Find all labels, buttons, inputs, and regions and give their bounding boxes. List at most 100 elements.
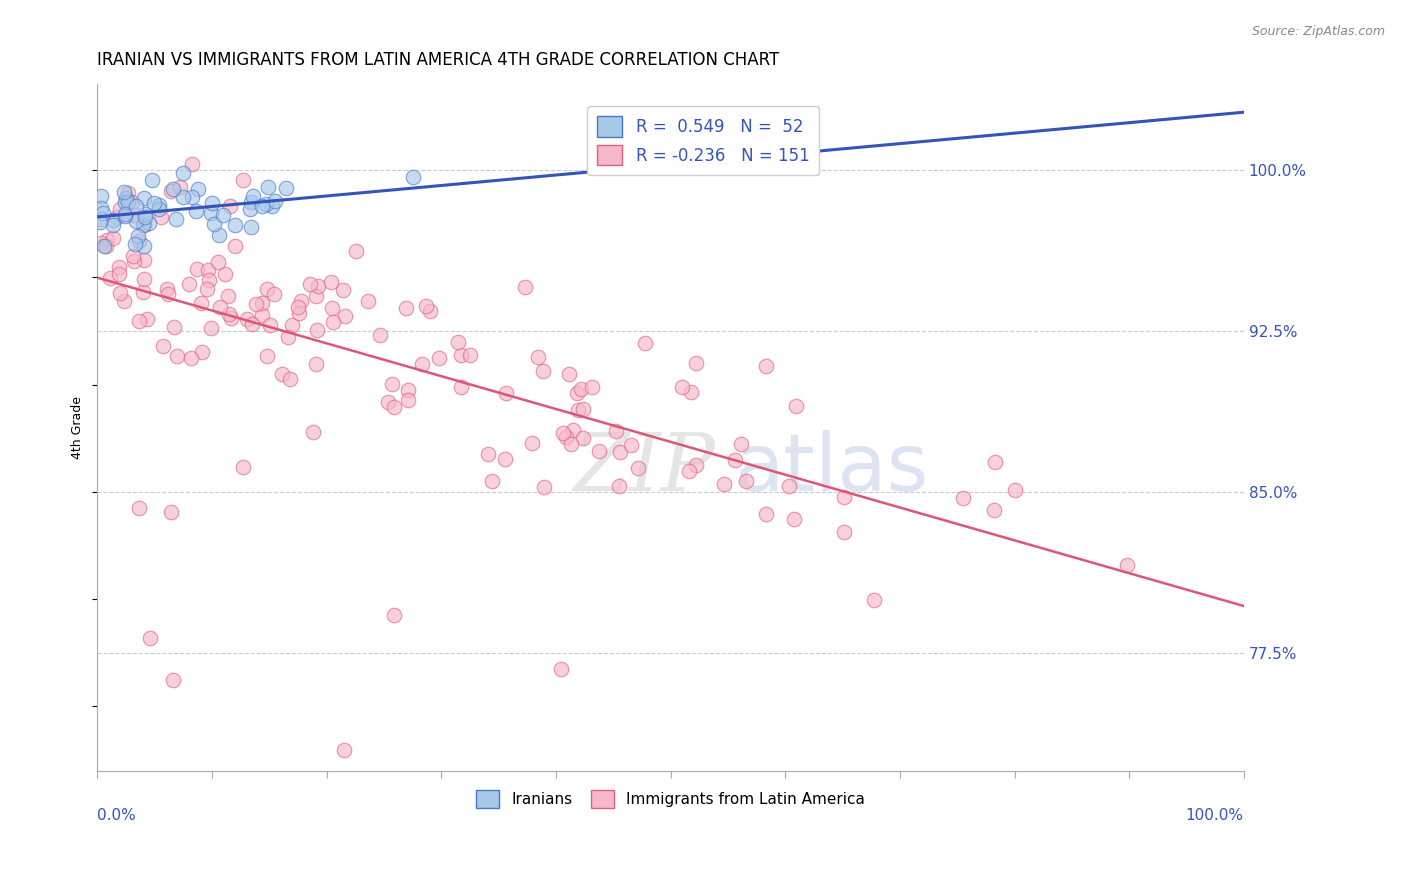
Point [107,210,129,224]
Point [180,351,202,365]
Point [533,480,555,494]
Point [134,191,156,205]
Point [588,443,610,458]
Text: IRANIAN VS IMMIGRANTS FROM LATIN AMERICA 4TH GRADE CORRELATION CHART: IRANIAN VS IMMIGRANTS FROM LATIN AMERICA… [97,51,780,69]
Point [232,459,254,474]
Point [93,239,115,253]
Point [427,351,450,366]
Point [685,458,707,472]
Point [832,490,855,504]
Text: 100.0%: 100.0% [1185,808,1244,823]
Point [396,392,419,407]
Point [101,213,124,227]
Point [333,309,356,323]
Point [256,349,278,363]
Point [143,196,166,211]
Y-axis label: 4th Grade: 4th Grade [72,396,84,458]
Point [134,210,156,224]
Point [240,194,263,209]
Point [252,296,274,310]
Point [124,254,146,268]
Point [553,425,575,440]
Point [202,217,225,231]
Legend: Iranians, Immigrants from Latin America: Iranians, Immigrants from Latin America [470,784,872,814]
Point [290,294,312,309]
Point [219,199,242,213]
Point [250,199,273,213]
Point [117,186,139,200]
Point [755,359,778,373]
Text: atlas: atlas [734,430,928,508]
Point [305,357,328,371]
Point [128,500,150,515]
Point [494,451,516,466]
Point [256,283,278,297]
Point [671,380,693,394]
Point [190,296,212,310]
Point [550,663,572,677]
Point [127,228,149,243]
Point [450,380,472,394]
Point [685,356,707,370]
Point [132,218,155,232]
Point [321,301,343,315]
Point [221,311,243,326]
Point [217,289,239,303]
Point [607,479,630,493]
Point [186,261,208,276]
Point [264,194,287,208]
Point [214,267,236,281]
Point [108,202,131,216]
Point [778,479,800,493]
Point [287,300,309,314]
Point [90,236,112,251]
Point [172,189,194,203]
Point [150,210,173,224]
Point [785,399,807,413]
Point [208,227,231,242]
Point [240,220,263,235]
Point [382,401,405,415]
Point [200,321,222,335]
Point [581,380,603,394]
Point [114,194,136,209]
Point [609,445,631,459]
Point [558,368,581,382]
Point [141,173,163,187]
Point [560,437,582,451]
Text: Source: ZipAtlas.com: Source: ZipAtlas.com [1251,25,1385,38]
Point [138,216,160,230]
Point [224,239,246,253]
Point [634,335,657,350]
Point [160,505,183,519]
Point [681,384,703,399]
Point [240,317,263,331]
Point [377,394,399,409]
Point [134,271,156,285]
Point [1115,558,1137,573]
Point [172,166,194,180]
Point [302,425,325,440]
Point [513,280,536,294]
Point [91,205,114,219]
Point [832,525,855,540]
Point [319,275,342,289]
Point [605,424,627,438]
Point [382,607,405,622]
Point [148,202,170,217]
Point [160,184,183,198]
Point [307,322,329,336]
Point [260,199,283,213]
Point [419,304,441,318]
Point [783,511,806,525]
Point [522,436,544,450]
Point [124,199,146,213]
Point [555,430,578,444]
Point [112,186,135,200]
Point [983,455,1005,469]
Point [90,189,112,203]
Point [531,364,554,378]
Point [180,157,202,171]
Point [730,437,752,451]
Point [307,278,329,293]
